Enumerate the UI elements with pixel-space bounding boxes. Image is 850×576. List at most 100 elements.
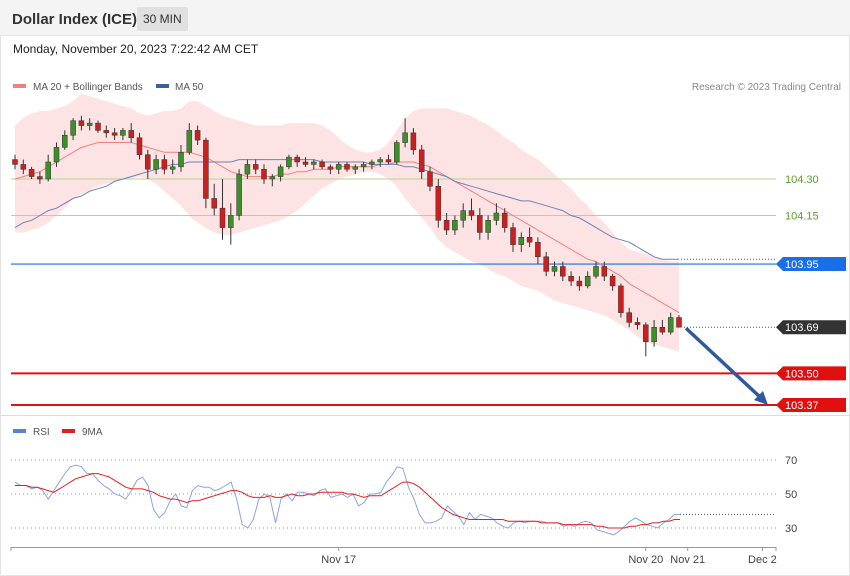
candle bbox=[526, 227, 533, 248]
instrument-title: Dollar Index (ICE) bbox=[12, 11, 138, 28]
candle bbox=[634, 317, 641, 330]
legend-label-ma20: MA 20 + Bollinger Bands bbox=[33, 82, 143, 93]
rsi-axis-label-30: 30 bbox=[785, 523, 797, 535]
candle bbox=[659, 319, 666, 335]
candle-body bbox=[153, 159, 159, 170]
candle bbox=[485, 215, 491, 240]
candle bbox=[360, 161, 367, 172]
candle-body bbox=[385, 159, 392, 163]
candle bbox=[78, 115, 85, 131]
main-legend: MA 20 + Bollinger Bands MA 50 Research ©… bbox=[13, 82, 841, 93]
candle bbox=[311, 159, 317, 170]
candle bbox=[186, 123, 193, 155]
candle bbox=[211, 183, 217, 216]
x-tick-label: Nov 21 bbox=[670, 554, 705, 566]
candle-body bbox=[136, 137, 143, 155]
candle-body bbox=[327, 166, 334, 170]
candle bbox=[468, 198, 475, 221]
price-level-label-104-15: 104.15 bbox=[785, 210, 819, 222]
candle bbox=[568, 271, 574, 286]
candle bbox=[618, 283, 624, 318]
candle bbox=[45, 154, 51, 182]
candle bbox=[394, 140, 400, 165]
candle-body bbox=[236, 173, 242, 216]
candle bbox=[145, 149, 151, 179]
candle-body bbox=[352, 166, 359, 170]
candle bbox=[95, 120, 101, 133]
candle-body bbox=[20, 164, 27, 170]
x-tick-label: Dec 2 bbox=[748, 554, 777, 566]
candle bbox=[70, 118, 76, 141]
candle bbox=[28, 166, 35, 179]
candle bbox=[269, 174, 276, 187]
candle-body bbox=[601, 266, 608, 277]
candle-body bbox=[651, 326, 657, 343]
candle bbox=[626, 307, 632, 328]
candle-body bbox=[593, 266, 599, 277]
candle-body bbox=[286, 156, 292, 168]
candle-body bbox=[435, 186, 442, 221]
candle-body bbox=[485, 220, 491, 233]
candle-body bbox=[452, 220, 458, 231]
candle-body bbox=[618, 285, 624, 313]
price-level-label-103-69: 103.69 bbox=[785, 322, 819, 334]
candle-body bbox=[211, 198, 217, 209]
forecast-arrow-head bbox=[754, 391, 768, 405]
candle bbox=[609, 273, 616, 291]
report-datetime: Monday, November 20, 2023 7:22:42 AM CET bbox=[13, 42, 259, 56]
candle bbox=[385, 154, 392, 165]
candle-body bbox=[501, 212, 508, 228]
candle-body bbox=[560, 266, 566, 277]
candle bbox=[601, 261, 608, 282]
candle bbox=[169, 159, 176, 175]
candle-body bbox=[676, 317, 682, 328]
x-axis: Nov 17 Nov 20 Nov 21 Dec 2 bbox=[10, 547, 777, 566]
candle-body bbox=[12, 159, 18, 165]
candle-body bbox=[95, 122, 101, 131]
legend-label-rsi: RSI bbox=[33, 427, 50, 438]
candle-body bbox=[377, 159, 383, 163]
candle bbox=[518, 232, 525, 252]
candle bbox=[510, 222, 516, 252]
candle-body bbox=[659, 326, 666, 333]
candle-body bbox=[45, 161, 51, 180]
price-level-label-103-50: 103.50 bbox=[785, 368, 819, 380]
timeframe-badge[interactable]: 30 MIN bbox=[137, 7, 188, 31]
candle bbox=[194, 125, 201, 145]
price-level-label-103-37: 103.37 bbox=[785, 400, 819, 412]
rsi-axis-label-70: 70 bbox=[785, 455, 797, 467]
candle-body bbox=[219, 207, 226, 228]
candle-body bbox=[626, 312, 632, 323]
price-level-label-103-95: 103.95 bbox=[785, 259, 819, 271]
candle-body bbox=[518, 237, 525, 245]
candle bbox=[37, 171, 43, 184]
candle-body bbox=[394, 142, 400, 163]
candle-body bbox=[468, 210, 475, 216]
candle bbox=[501, 208, 508, 233]
candle bbox=[435, 179, 442, 228]
candle-body bbox=[178, 152, 184, 168]
candle bbox=[551, 261, 558, 277]
header-bar: Dollar Index (ICE) 30 MIN bbox=[0, 0, 850, 36]
candle-body bbox=[86, 122, 93, 126]
candle-body bbox=[643, 324, 649, 343]
candle-body bbox=[460, 210, 466, 221]
candle-body bbox=[609, 275, 616, 287]
legend-label-9ma: 9MA bbox=[82, 427, 103, 438]
candle-body bbox=[252, 164, 259, 170]
price-level-labels: 104.30 104.15 103.95 103.69 103.50 103.37 bbox=[776, 174, 846, 412]
candle-body bbox=[111, 132, 118, 136]
candle bbox=[128, 123, 134, 143]
candle bbox=[53, 142, 60, 167]
candle bbox=[335, 161, 342, 175]
candle bbox=[377, 157, 383, 167]
candle-body bbox=[120, 130, 126, 136]
candle-body bbox=[526, 237, 533, 243]
candle-body bbox=[194, 130, 201, 141]
candle-body bbox=[477, 215, 483, 233]
candle bbox=[584, 271, 591, 289]
candle bbox=[286, 154, 292, 170]
candle-body bbox=[70, 120, 76, 136]
forecast-arrow-shaft bbox=[684, 326, 762, 399]
candle-body bbox=[294, 156, 300, 163]
